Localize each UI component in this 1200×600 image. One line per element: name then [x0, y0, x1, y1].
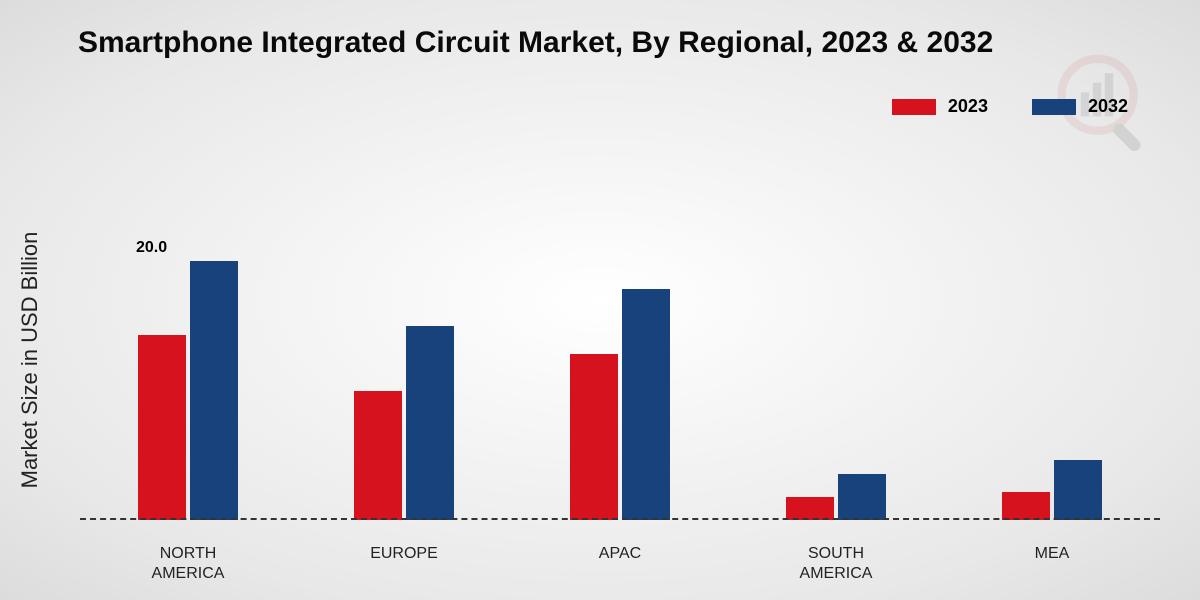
- bar: [1054, 460, 1102, 520]
- bar: [786, 497, 834, 520]
- bar-groups: 20.0: [80, 150, 1160, 520]
- chart-container: Smartphone Integrated Circuit Market, By…: [0, 0, 1200, 600]
- bar: [838, 474, 886, 520]
- legend-swatch-2032: [1032, 99, 1076, 115]
- bar-pair: [570, 289, 670, 520]
- bar-group: [314, 326, 494, 520]
- bar: [1002, 492, 1050, 520]
- bar-pair: [354, 326, 454, 520]
- legend-item-2032: 2032: [1032, 96, 1128, 117]
- x-axis-labels: NORTHAMERICA EUROPE APAC SOUTHAMERICA MEA: [80, 544, 1160, 584]
- chart-title: Smartphone Integrated Circuit Market, By…: [78, 26, 993, 60]
- bar-pair: [1002, 460, 1102, 520]
- bar: [406, 326, 454, 520]
- legend-item-2023: 2023: [892, 96, 988, 117]
- bar: [190, 261, 238, 520]
- bar: [138, 335, 186, 520]
- x-tick-label: SOUTHAMERICA: [746, 544, 926, 584]
- x-tick-label: EUROPE: [314, 544, 494, 584]
- y-axis-label: Market Size in USD Billion: [17, 180, 43, 540]
- bar-group: [530, 289, 710, 520]
- bar-pair: [786, 474, 886, 520]
- bar: [354, 391, 402, 521]
- bar: [570, 354, 618, 521]
- legend-label-2023: 2023: [948, 96, 988, 117]
- x-axis-baseline: [80, 518, 1160, 520]
- bar-group: 20.0: [98, 261, 278, 520]
- x-tick-label: NORTHAMERICA: [98, 544, 278, 584]
- bar: [622, 289, 670, 520]
- bar-group: [962, 460, 1142, 520]
- legend-swatch-2023: [892, 99, 936, 115]
- legend: 2023 2032: [892, 96, 1128, 117]
- x-tick-label: MEA: [962, 544, 1142, 584]
- bar-group: [746, 474, 926, 520]
- bar-pair: 20.0: [138, 261, 238, 520]
- x-tick-label: APAC: [530, 544, 710, 584]
- plot-area: 20.0: [80, 150, 1160, 520]
- legend-label-2032: 2032: [1088, 96, 1128, 117]
- bar-value-label: 20.0: [136, 239, 236, 257]
